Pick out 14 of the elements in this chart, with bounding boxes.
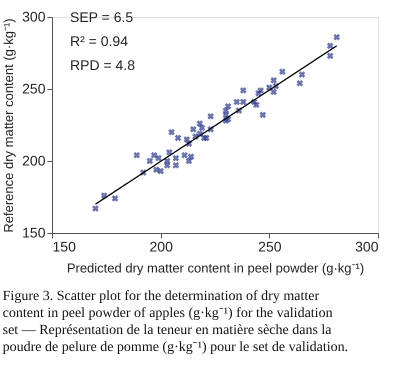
y-tick-label: 300 [22, 8, 46, 24]
annotation: RPD = 4.8 [70, 57, 136, 73]
x-tick-label: 150 [52, 238, 76, 254]
x-tick-label: 300 [355, 238, 379, 254]
y-tick-label: 250 [22, 80, 46, 96]
annotation: R² = 0.94 [70, 33, 128, 49]
x-tick-label: 250 [258, 238, 282, 254]
y-tick-label: 150 [22, 224, 46, 240]
x-tick-label: 200 [149, 238, 174, 254]
x-axis-title: Predicted dry matter content in peel powder (g·kg⁻¹) [66, 260, 364, 276]
y-tick-label: 200 [22, 152, 46, 168]
y-axis-title: Reference dry matter content (g·kg⁻¹) [1, 18, 16, 233]
annotation: SEP = 6.5 [70, 9, 134, 25]
caption: Figure 3. Scatter plot for the determination of dry matter content in peel powder of apples (g·kg⁻¹) for the validation set — Représentation de la teneur en matière sèche dans la poudre de pelure de pomme (g·kg⁻¹) pour le set de validation. [2, 289, 348, 355]
